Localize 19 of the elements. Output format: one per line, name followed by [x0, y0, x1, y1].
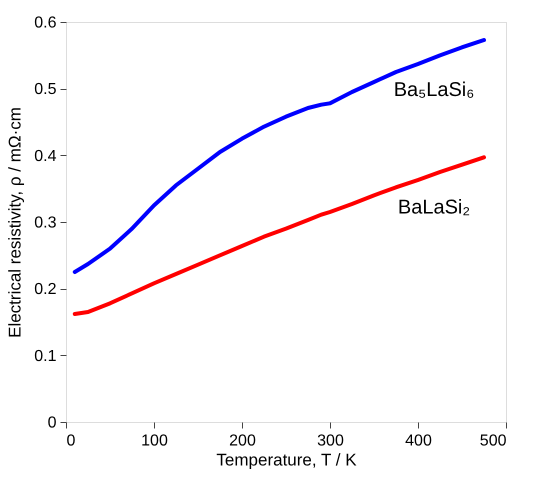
- x-tick-label: 400: [405, 432, 432, 450]
- series-label: Ba₅LaSi₆: [394, 79, 474, 101]
- line-series: [72, 38, 486, 274]
- y-tick-label: 0.3: [34, 214, 57, 232]
- x-tick-label: 500: [480, 432, 507, 450]
- y-tick-label: 0: [48, 414, 57, 432]
- series-label: BaLaSi₂: [398, 196, 470, 218]
- y-tick-label: 0.2: [34, 281, 57, 298]
- x-tick-label: 300: [317, 432, 344, 450]
- y-tick-label: 0.6: [34, 14, 57, 32]
- x-axis-title: Temperature, T / K: [216, 450, 358, 470]
- y-tick-label: 0.4: [34, 148, 57, 165]
- line-series: [72, 155, 486, 316]
- x-tick-label: 100: [141, 432, 168, 450]
- y-tick-label: 0.5: [34, 81, 57, 98]
- y-axis-title: Electrical resistivity, ρ / mΩ·cm: [5, 107, 24, 338]
- y-tick-label: 0.1: [34, 348, 57, 365]
- x-tick-label: 0: [66, 432, 76, 450]
- x-tick-label: 200: [229, 432, 256, 450]
